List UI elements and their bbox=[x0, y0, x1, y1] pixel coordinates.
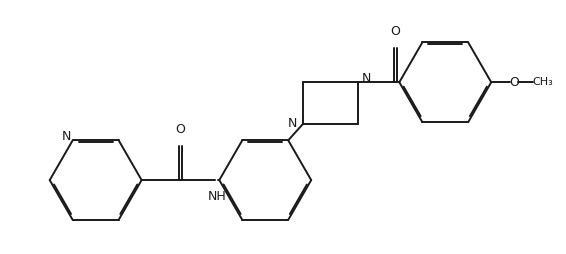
Text: N: N bbox=[362, 72, 371, 85]
Text: CH₃: CH₃ bbox=[533, 77, 554, 87]
Text: O: O bbox=[509, 76, 518, 89]
Text: N: N bbox=[62, 130, 71, 143]
Text: O: O bbox=[390, 25, 400, 38]
Text: N: N bbox=[288, 117, 297, 130]
Text: NH: NH bbox=[207, 190, 226, 203]
Text: O: O bbox=[175, 123, 186, 136]
